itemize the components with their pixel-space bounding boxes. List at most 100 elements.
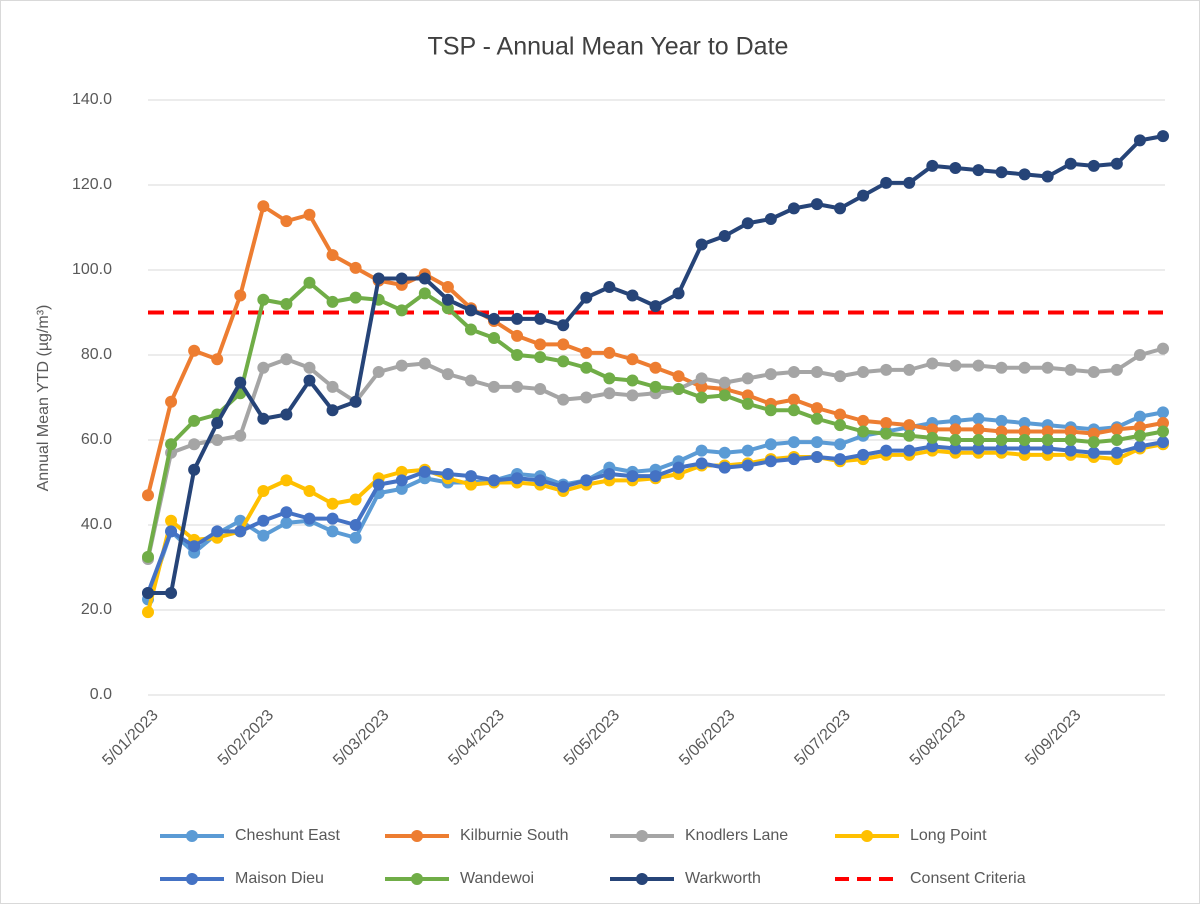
data-point [1041, 425, 1054, 438]
data-point [418, 465, 431, 478]
data-point [1157, 342, 1169, 355]
data-point [1110, 434, 1123, 446]
data-point [234, 289, 247, 302]
data-point [880, 176, 893, 189]
data-point [995, 434, 1008, 446]
data-point [672, 287, 685, 300]
data-point [488, 474, 501, 487]
data-point [926, 440, 939, 453]
data-point [626, 353, 639, 366]
data-point [810, 402, 823, 415]
data-point [695, 372, 708, 385]
y-axis-label: Annual Mean YTD (µg/m³) [35, 305, 52, 492]
data-point [395, 465, 408, 478]
legend-label: Maison Dieu [235, 870, 324, 887]
data-point [718, 389, 731, 402]
data-point [857, 448, 870, 461]
data-point [672, 370, 685, 383]
data-point [534, 383, 547, 395]
data-point [926, 357, 939, 370]
data-point [464, 304, 477, 317]
data-point [349, 395, 362, 408]
data-point [1133, 440, 1146, 453]
data-point [1133, 349, 1146, 361]
data-point [326, 525, 339, 538]
data-point [1087, 366, 1100, 378]
data-point [349, 493, 362, 506]
data-point [926, 431, 939, 444]
data-point [949, 442, 962, 455]
data-point [603, 387, 616, 400]
data-point [165, 514, 178, 527]
data-point [1018, 417, 1031, 429]
data-point [880, 427, 893, 440]
data-point [557, 355, 570, 368]
data-point [464, 374, 477, 387]
data-point [1157, 406, 1169, 419]
data-point [810, 366, 823, 378]
data-point [649, 380, 662, 393]
data-point [718, 446, 731, 459]
data-point [165, 525, 178, 538]
data-point [880, 417, 893, 429]
data-point [511, 329, 524, 342]
data-point [441, 281, 454, 293]
data-point [1133, 134, 1146, 147]
data-point [695, 391, 708, 404]
legend-label: Long Point [910, 827, 987, 844]
data-point [188, 463, 201, 476]
data-point [557, 338, 570, 351]
data-point [603, 372, 616, 385]
data-point [1041, 170, 1054, 183]
data-point [995, 166, 1008, 179]
data-point [211, 353, 224, 366]
data-point [395, 482, 408, 495]
data-point [787, 436, 800, 449]
data-point [995, 414, 1008, 427]
data-point [972, 442, 985, 455]
data-point [165, 395, 178, 408]
data-point [718, 230, 731, 242]
data-point [1157, 425, 1169, 438]
data-point [1110, 363, 1123, 376]
y-tick-label: 140.0 [72, 91, 112, 108]
data-point [257, 412, 270, 425]
data-point [280, 408, 293, 421]
data-point [188, 344, 201, 357]
data-point [257, 514, 270, 527]
y-tick-label: 0.0 [90, 686, 112, 703]
data-point [441, 302, 454, 315]
legend-label: Kilburnie South [460, 827, 569, 844]
data-point [972, 423, 985, 436]
legend-marker [186, 873, 198, 885]
data-point [326, 380, 339, 393]
data-point [603, 346, 616, 359]
data-point [1157, 417, 1169, 429]
data-point [580, 474, 593, 487]
y-tick-label: 80.0 [81, 346, 112, 363]
data-point [372, 478, 385, 491]
data-point [1018, 168, 1031, 181]
data-point [972, 412, 985, 425]
data-point [534, 312, 547, 325]
data-point [834, 408, 847, 421]
data-point [418, 287, 431, 300]
y-tick-label: 40.0 [81, 516, 112, 533]
data-point [764, 368, 777, 381]
data-point [441, 468, 454, 480]
data-point [580, 391, 593, 404]
data-point [326, 249, 339, 262]
data-point [1018, 442, 1031, 455]
data-point [142, 489, 154, 502]
legend-label: Warkworth [685, 870, 761, 887]
data-point [395, 474, 408, 487]
data-point [418, 272, 431, 285]
data-point [142, 587, 154, 599]
data-point [165, 438, 178, 451]
legend-label: Consent Criteria [910, 870, 1026, 887]
data-point [764, 213, 777, 225]
data-point [764, 455, 777, 468]
data-point [534, 474, 547, 487]
legend-label: Knodlers Lane [685, 827, 788, 844]
legend-marker [636, 873, 648, 885]
